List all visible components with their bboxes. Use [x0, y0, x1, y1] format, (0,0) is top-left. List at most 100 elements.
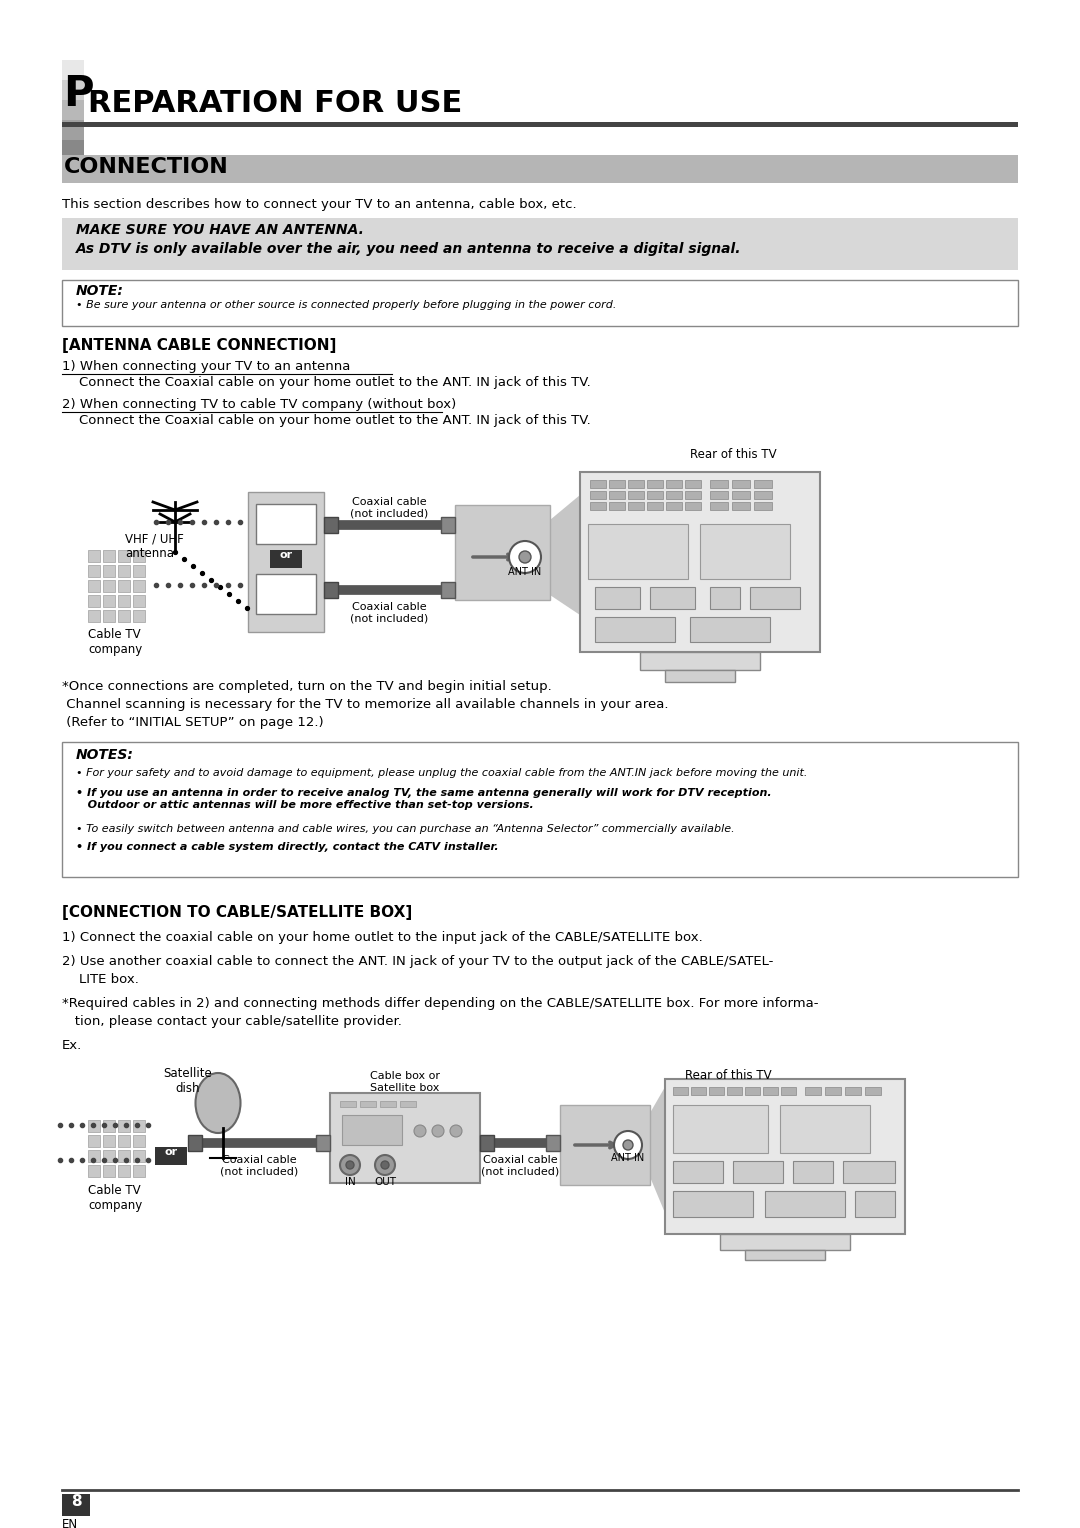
Bar: [87, 1151, 100, 1161]
Text: (Refer to “INITIAL SETUP” on page 12.): (Refer to “INITIAL SETUP” on page 12.): [62, 717, 324, 729]
Text: NOTE:: NOTE:: [76, 284, 124, 298]
Bar: [590, 503, 606, 510]
Bar: [324, 516, 338, 533]
Bar: [118, 565, 130, 578]
Bar: [87, 581, 100, 591]
Circle shape: [615, 1131, 642, 1160]
Text: [CONNECTION TO CABLE/SATELLITE BOX]: [CONNECTION TO CABLE/SATELLITE BOX]: [62, 905, 413, 920]
Text: ANT IN: ANT IN: [611, 1154, 645, 1163]
Circle shape: [414, 1125, 426, 1137]
Bar: [118, 1164, 130, 1177]
Bar: [750, 587, 800, 610]
Bar: [745, 1250, 825, 1261]
Bar: [710, 480, 728, 487]
Circle shape: [340, 1155, 360, 1175]
Bar: [640, 652, 760, 669]
Bar: [685, 490, 701, 500]
Bar: [103, 1135, 114, 1148]
Bar: [647, 503, 663, 510]
Bar: [118, 610, 130, 622]
Bar: [745, 1086, 760, 1096]
Bar: [62, 1494, 90, 1516]
Bar: [400, 1102, 416, 1106]
Bar: [793, 1161, 833, 1183]
Circle shape: [509, 541, 541, 573]
Bar: [133, 1135, 145, 1148]
Text: • If you connect a cable system directly, contact the CATV installer.: • If you connect a cable system directly…: [76, 842, 499, 853]
Text: 1) When connecting your TV to an antenna: 1) When connecting your TV to an antenna: [62, 361, 350, 373]
Bar: [103, 581, 114, 591]
Bar: [340, 1102, 356, 1106]
Bar: [118, 550, 130, 562]
Ellipse shape: [195, 1073, 241, 1132]
Bar: [710, 587, 740, 610]
Bar: [665, 669, 735, 681]
Text: MAKE SURE YOU HAVE AN ANTENNA.: MAKE SURE YOU HAVE AN ANTENNA.: [76, 223, 364, 237]
Bar: [156, 1148, 187, 1164]
Bar: [609, 503, 625, 510]
Circle shape: [381, 1161, 389, 1169]
Bar: [588, 524, 688, 579]
Bar: [480, 1135, 494, 1151]
Bar: [316, 1135, 330, 1151]
Bar: [118, 1135, 130, 1148]
Bar: [188, 1135, 202, 1151]
Bar: [855, 1190, 895, 1216]
Bar: [360, 1102, 376, 1106]
Bar: [627, 503, 644, 510]
Bar: [87, 610, 100, 622]
Text: REPARATION FOR USE: REPARATION FOR USE: [87, 89, 462, 118]
Bar: [732, 480, 750, 487]
Bar: [865, 1086, 881, 1096]
Bar: [590, 480, 606, 487]
Text: or: or: [164, 1148, 177, 1157]
Bar: [590, 490, 606, 500]
Bar: [595, 587, 640, 610]
Bar: [103, 1120, 114, 1132]
Bar: [133, 1120, 145, 1132]
Bar: [580, 472, 820, 652]
Bar: [62, 60, 84, 160]
Bar: [627, 490, 644, 500]
Bar: [700, 524, 789, 579]
Bar: [62, 154, 1018, 183]
Bar: [87, 565, 100, 578]
Text: Connect the Coaxial cable on your home outlet to the ANT. IN jack of this TV.: Connect the Coaxial cable on your home o…: [62, 376, 591, 390]
Bar: [733, 1161, 783, 1183]
Text: Connect the Coaxial cable on your home outlet to the ANT. IN jack of this TV.: Connect the Coaxial cable on your home o…: [62, 414, 591, 426]
Bar: [666, 480, 681, 487]
Bar: [62, 141, 84, 160]
Text: Coaxial cable
(not included): Coaxial cable (not included): [481, 1155, 559, 1177]
Bar: [441, 516, 455, 533]
Text: Satellite
dish: Satellite dish: [164, 1067, 213, 1096]
Bar: [561, 1105, 650, 1186]
Bar: [87, 594, 100, 607]
Text: • For your safety and to avoid damage to equipment, please unplug the coaxial ca: • For your safety and to avoid damage to…: [76, 769, 808, 778]
Text: Coaxial cable
(not included): Coaxial cable (not included): [350, 602, 428, 623]
Circle shape: [519, 552, 531, 562]
Circle shape: [450, 1125, 462, 1137]
Bar: [765, 1190, 845, 1216]
Bar: [103, 610, 114, 622]
Bar: [609, 480, 625, 487]
Bar: [843, 1161, 895, 1183]
Text: Coaxial cable
(not included): Coaxial cable (not included): [350, 497, 428, 518]
Text: 1) Connect the coaxial cable on your home outlet to the input jack of the CABLE/: 1) Connect the coaxial cable on your hom…: [62, 931, 703, 944]
Bar: [609, 490, 625, 500]
Bar: [727, 1086, 742, 1096]
Bar: [133, 550, 145, 562]
Text: Coaxial cable
(not included): Coaxial cable (not included): [220, 1155, 298, 1177]
Bar: [103, 1151, 114, 1161]
Text: [ANTENNA CABLE CONNECTION]: [ANTENNA CABLE CONNECTION]: [62, 338, 336, 353]
Text: CONNECTION: CONNECTION: [64, 157, 229, 177]
Bar: [133, 581, 145, 591]
Text: Rear of this TV: Rear of this TV: [690, 448, 777, 461]
Bar: [87, 550, 100, 562]
Text: • To easily switch between antenna and cable wires, you can purchase an “Antenna: • To easily switch between antenna and c…: [76, 824, 734, 834]
Bar: [685, 480, 701, 487]
Bar: [647, 480, 663, 487]
Bar: [441, 582, 455, 597]
Bar: [342, 1115, 402, 1144]
Bar: [118, 1120, 130, 1132]
Bar: [666, 490, 681, 500]
